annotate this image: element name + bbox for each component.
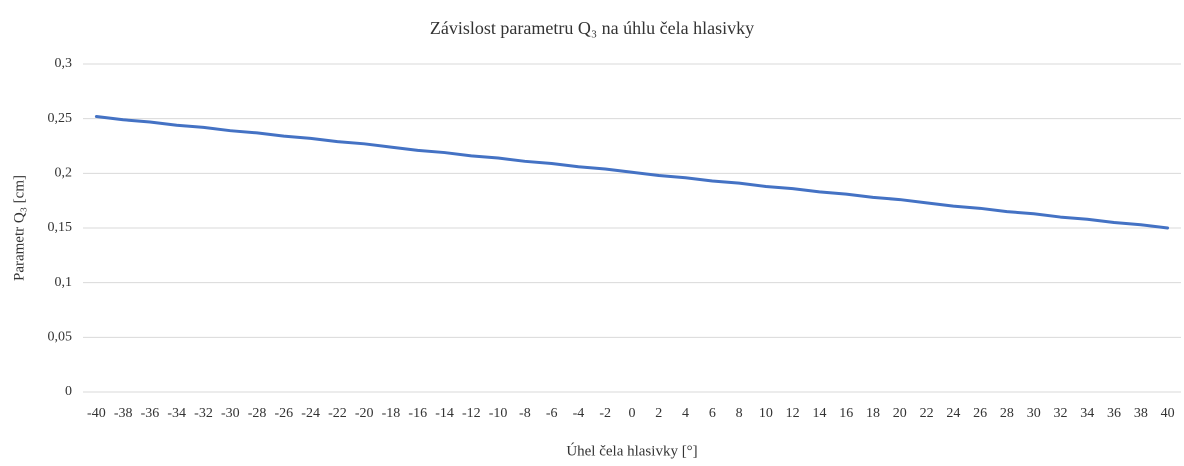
x-tick-label: 24 [946, 406, 960, 421]
x-tick-label: 38 [1134, 406, 1148, 421]
x-tick-label: 0 [629, 406, 636, 421]
x-tick-label: -10 [489, 406, 508, 421]
x-tick-label: 22 [920, 406, 934, 421]
x-tick-label: 26 [973, 406, 987, 421]
x-tick-label: -18 [382, 406, 401, 421]
x-tick-label: -4 [573, 406, 585, 421]
y-tick-label: 0,05 [48, 330, 73, 345]
x-tick-label: 6 [709, 406, 716, 421]
y-tick-label: 0,25 [48, 111, 73, 126]
x-tick-label: -34 [167, 406, 186, 421]
x-tick-label: 16 [839, 406, 853, 421]
y-axis-title: Parametr Q₃ [cm] [11, 175, 27, 281]
x-tick-label: 28 [1000, 406, 1014, 421]
x-tick-label: -36 [141, 406, 160, 421]
x-tick-label: -40 [87, 406, 106, 421]
y-tick-label: 0 [65, 384, 72, 399]
x-tick-label: 18 [866, 406, 880, 421]
x-tick-label: -30 [221, 406, 240, 421]
x-tick-label: 30 [1027, 406, 1041, 421]
x-tick-label: 34 [1080, 406, 1094, 421]
x-tick-label: 20 [893, 406, 907, 421]
chart-title: Závislost parametru Q₃ na úhlu čela hlas… [430, 18, 754, 38]
y-tick-label: 0,2 [55, 166, 73, 181]
x-tick-label: 12 [786, 406, 800, 421]
y-tick-label: 0,3 [55, 56, 73, 71]
x-axis-title: Úhel čela hlasivky [°] [566, 442, 697, 459]
y-tick-label: 0,1 [55, 275, 73, 290]
x-tick-label: -38 [114, 406, 133, 421]
x-tick-label: -26 [275, 406, 294, 421]
x-tick-label: 40 [1161, 406, 1175, 421]
x-tick-label: -6 [546, 406, 558, 421]
x-tick-label: -12 [462, 406, 481, 421]
x-tick-label: -2 [599, 406, 611, 421]
x-tick-label: 32 [1053, 406, 1067, 421]
x-tick-label: 4 [682, 406, 689, 421]
x-tick-label: -20 [355, 406, 374, 421]
x-tick-label: -24 [301, 406, 320, 421]
x-tick-label: 10 [759, 406, 773, 421]
x-tick-label: 2 [655, 406, 662, 421]
x-tick-label: -28 [248, 406, 267, 421]
x-tick-label: -14 [435, 406, 454, 421]
y-tick-label: 0,15 [48, 220, 73, 235]
x-tick-label: 8 [736, 406, 743, 421]
data-line [94, 114, 1170, 230]
x-tick-label: -22 [328, 406, 347, 421]
x-tick-label: 14 [812, 406, 826, 421]
x-tick-label: 36 [1107, 406, 1121, 421]
x-tick-label: -16 [408, 406, 427, 421]
x-tick-label: -8 [519, 406, 531, 421]
x-tick-label: -32 [194, 406, 213, 421]
